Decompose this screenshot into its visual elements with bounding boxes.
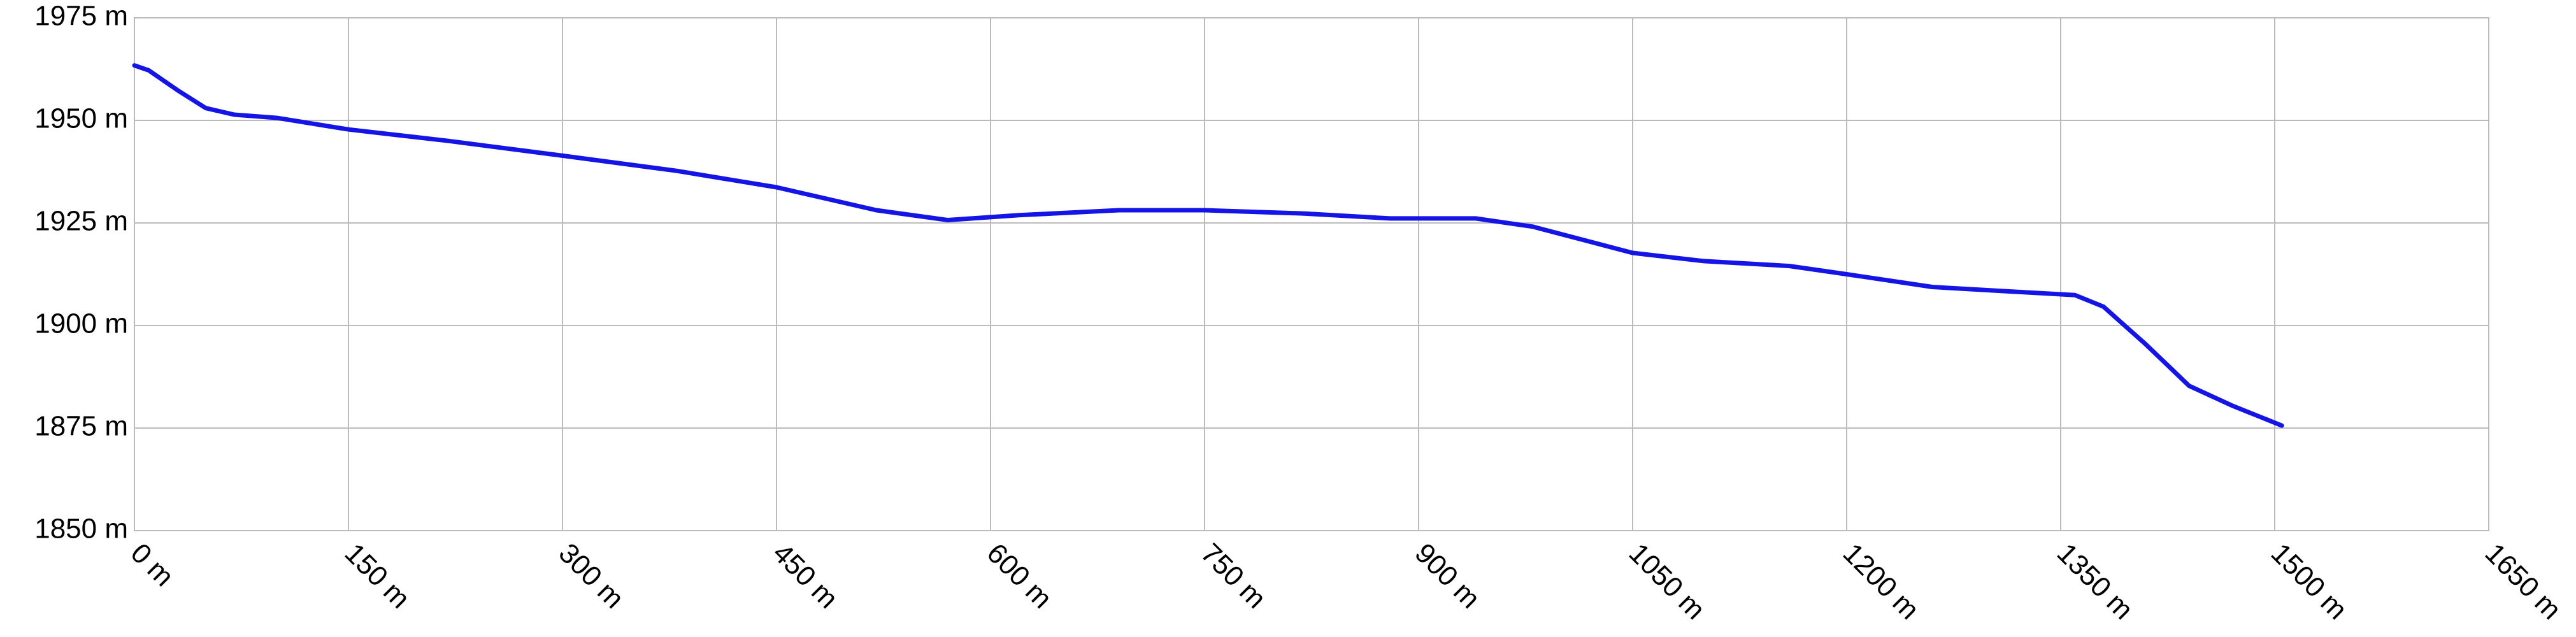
y-tick-label: 1850 m [34, 513, 128, 545]
y-tick-label: 1975 m [34, 1, 128, 32]
y-tick-label: 1875 m [34, 411, 128, 442]
x-tick-label: 750 m [1195, 538, 1272, 615]
x-tick-label: 1200 m [1837, 538, 1925, 626]
y-tick-label: 1950 m [34, 103, 128, 134]
elevation-line [132, 63, 2284, 428]
x-tick-label: 1350 m [2051, 538, 2139, 626]
x-tick-label: 150 m [339, 538, 416, 615]
plot-frame [134, 17, 2489, 531]
x-tick-label: 1500 m [2265, 538, 2353, 626]
x-tick-label: 300 m [553, 538, 630, 615]
y-tick-label: 1925 m [34, 206, 128, 237]
x-tick-label: 1650 m [2479, 538, 2567, 626]
x-tick-label: 1050 m [1623, 538, 1711, 626]
x-tick-label: 0 m [125, 538, 180, 593]
x-tick-label: 900 m [1409, 538, 1486, 615]
y-tick-label: 1900 m [34, 308, 128, 340]
x-tick-label: 600 m [981, 538, 1058, 615]
x-tick-label: 450 m [767, 538, 844, 615]
